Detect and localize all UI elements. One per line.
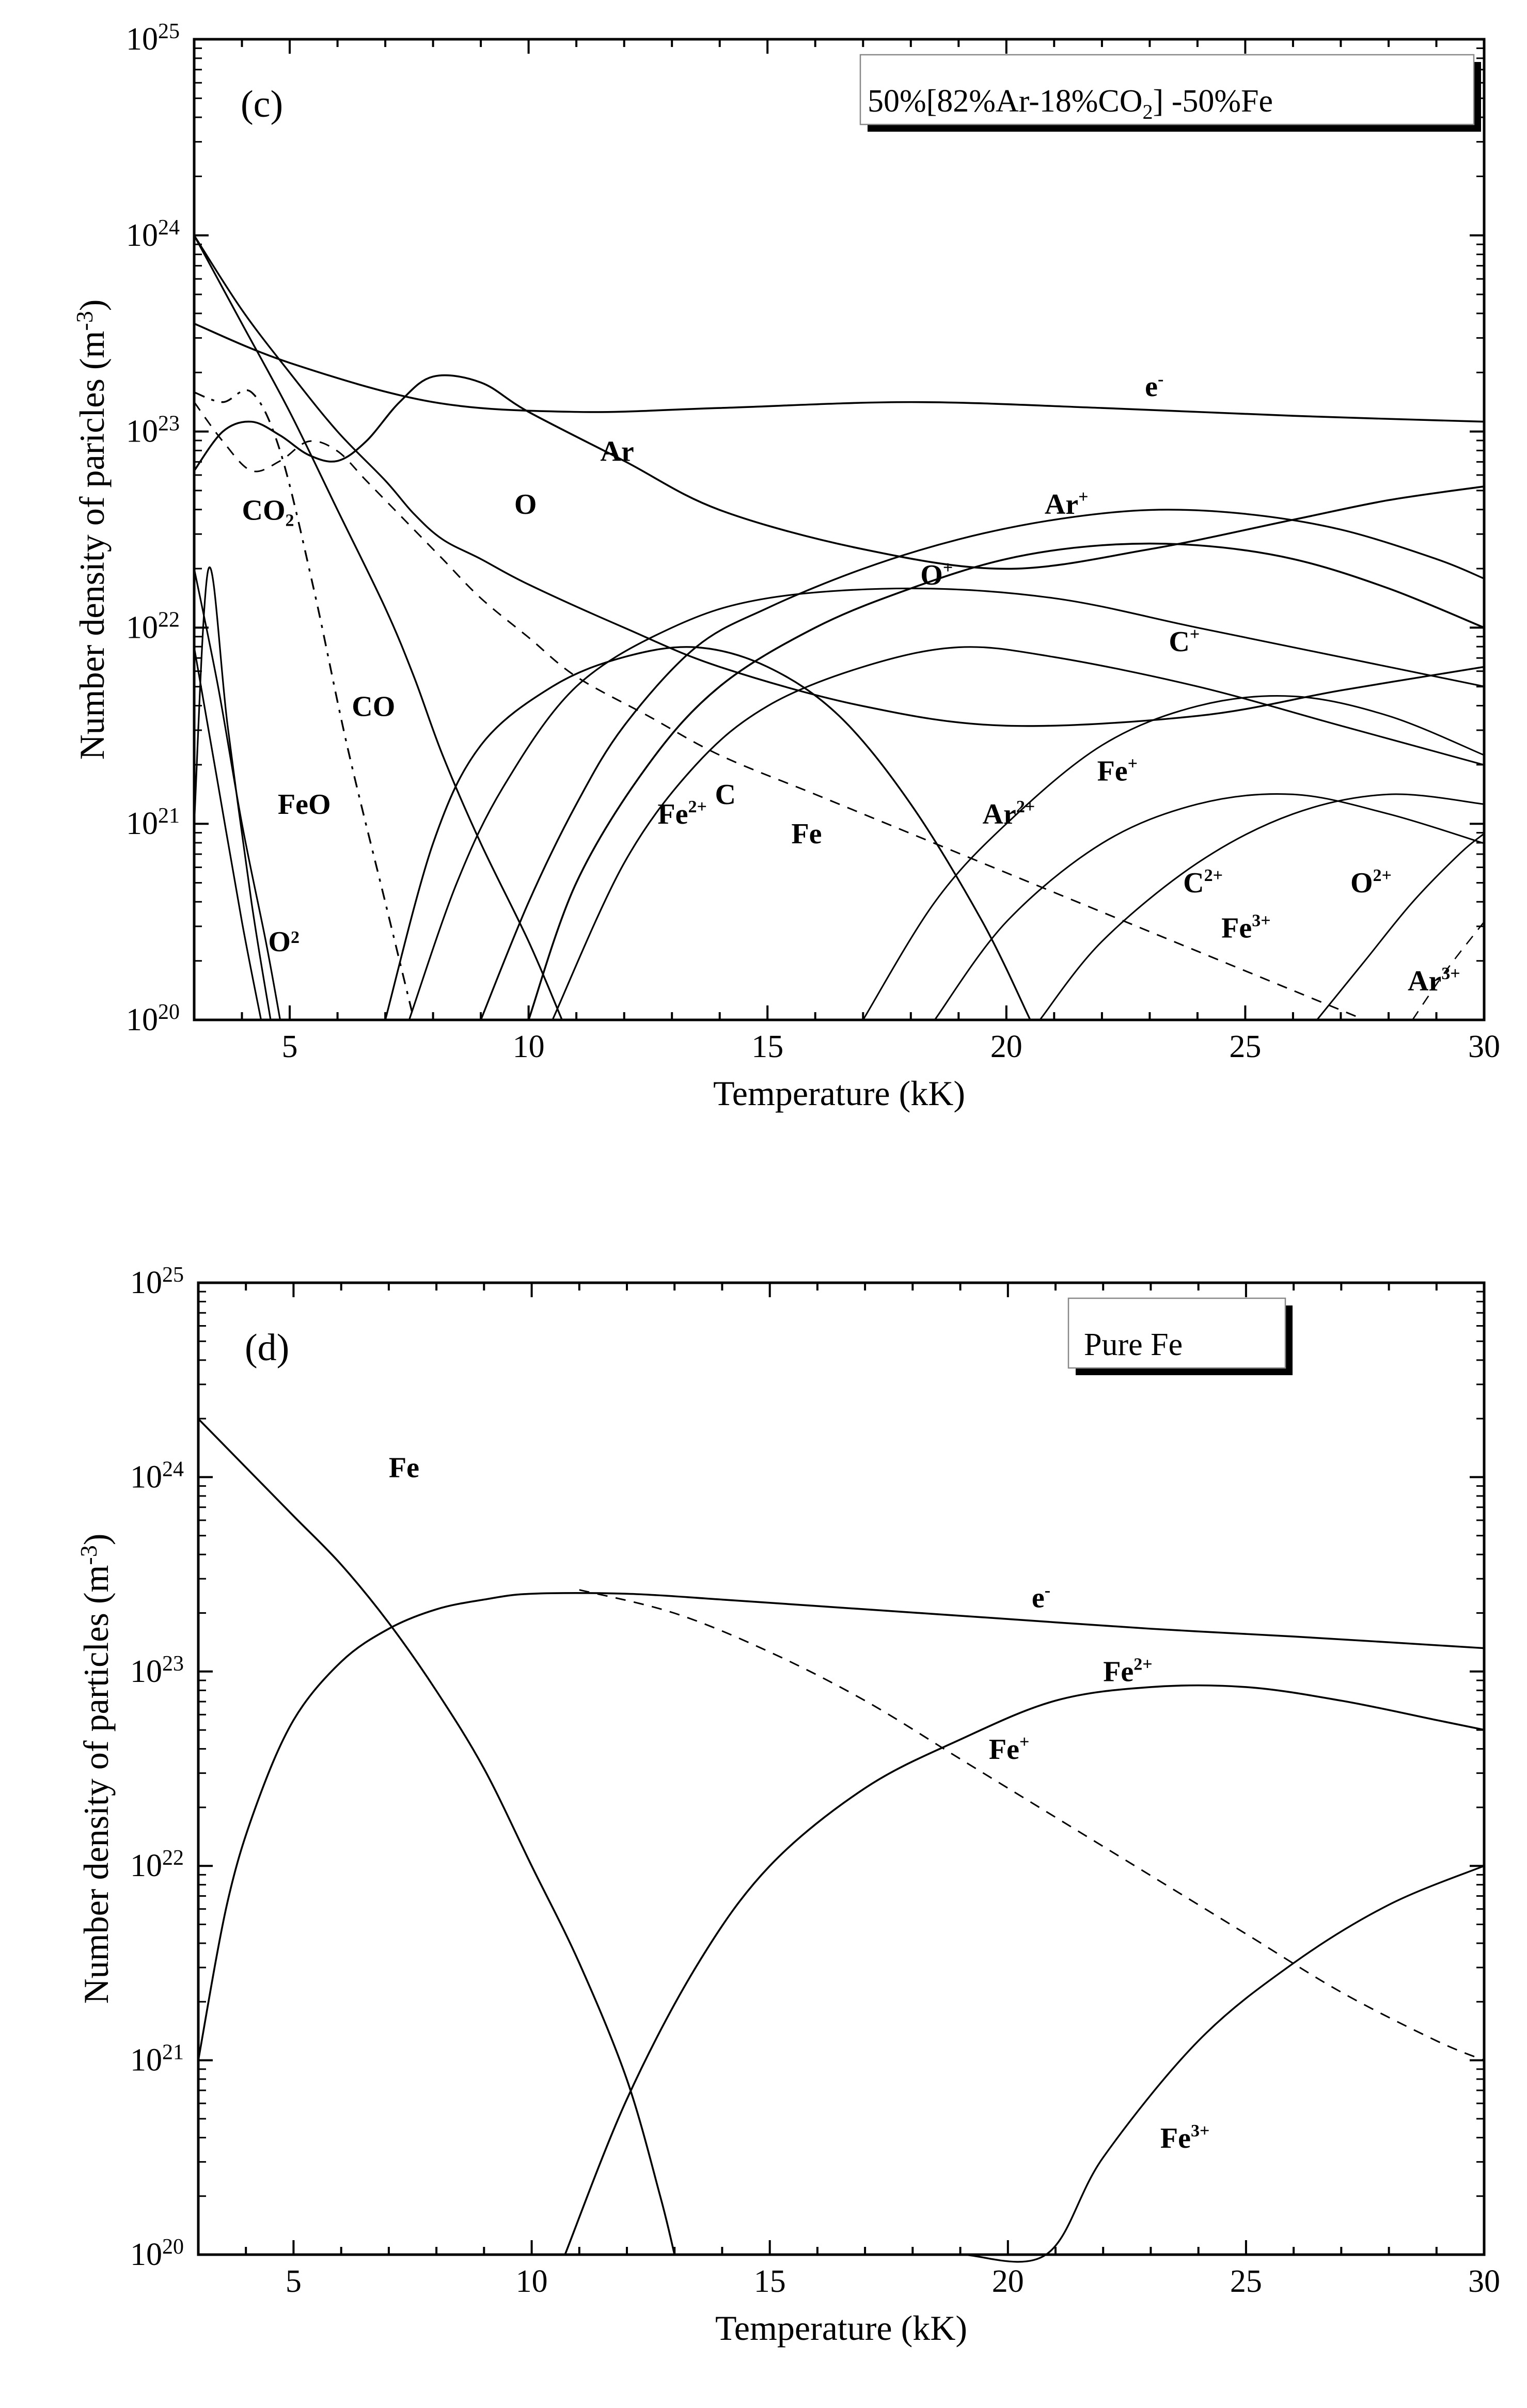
svg-text:15: 15 <box>754 2264 786 2299</box>
svg-text:20: 20 <box>990 1029 1022 1064</box>
svg-text:15: 15 <box>751 1029 783 1064</box>
svg-text:10: 10 <box>513 1029 545 1064</box>
svg-text:25: 25 <box>1230 2264 1262 2299</box>
svg-text:5: 5 <box>282 1029 298 1064</box>
svg-text:C: C <box>715 779 735 811</box>
svg-text:20: 20 <box>992 2264 1024 2299</box>
svg-text:FeO: FeO <box>278 789 331 821</box>
svg-text:Number density of particles (m: Number density of particles (m-3) <box>75 1534 116 2004</box>
svg-text:30: 30 <box>1468 2264 1500 2299</box>
svg-text:(d): (d) <box>245 1327 289 1369</box>
svg-text:Temperature (kK): Temperature (kK) <box>713 1074 965 1113</box>
svg-text:10: 10 <box>516 2264 548 2299</box>
svg-text:(c): (c) <box>241 83 283 125</box>
svg-text:Pure Fe: Pure Fe <box>1084 1327 1183 1362</box>
svg-text:30: 30 <box>1468 1029 1500 1064</box>
svg-text:O: O <box>514 489 537 521</box>
svg-text:CO: CO <box>352 690 395 722</box>
svg-text:Number density of paricles (m-: Number density of paricles (m-3) <box>71 300 112 760</box>
svg-text:5: 5 <box>286 2264 302 2299</box>
svg-text:25: 25 <box>1229 1029 1261 1064</box>
svg-text:Temperature (kK): Temperature (kK) <box>715 2308 967 2348</box>
svg-text:Ar: Ar <box>600 436 634 468</box>
svg-text:Fe: Fe <box>389 1452 419 1484</box>
svg-text:Fe: Fe <box>791 818 822 850</box>
svg-text:50%[82%Ar-18%CO2] -50%Fe: 50%[82%Ar-18%CO2] -50%Fe <box>868 84 1273 123</box>
